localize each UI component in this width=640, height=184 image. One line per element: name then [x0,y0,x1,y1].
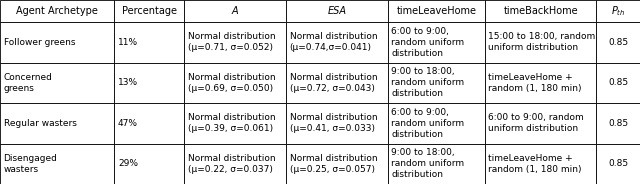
Text: 9:00 to 18:00,
random uniform
distribution: 9:00 to 18:00, random uniform distributi… [392,148,465,179]
Bar [184,144,286,184]
Text: ESA: ESA [328,6,346,16]
Text: 0.85: 0.85 [608,119,628,128]
Bar [0,63,115,103]
Bar [115,63,184,103]
Text: 6:00 to 9:00, random
uniform distribution: 6:00 to 9:00, random uniform distributio… [488,113,584,133]
Bar [184,22,286,63]
Bar [0,22,115,63]
Text: timeLeaveHome +
random (1, 180 min): timeLeaveHome + random (1, 180 min) [488,154,582,174]
Bar [0,103,115,144]
Bar [286,0,388,22]
Bar [286,103,388,144]
Bar [115,22,184,63]
Text: 29%: 29% [118,159,138,168]
Text: 6:00 to 9:00,
random uniform
distribution: 6:00 to 9:00, random uniform distributio… [392,27,465,58]
Text: timeBackHome: timeBackHome [503,6,578,16]
Bar [388,22,485,63]
Text: Normal distribution
(μ=0.22, σ=0.037): Normal distribution (μ=0.22, σ=0.037) [188,154,275,174]
Bar [596,22,640,63]
Text: Follower greens: Follower greens [3,38,75,47]
Text: Regular wasters: Regular wasters [3,119,76,128]
Text: Normal distribution
(μ=0.72, σ=0.043): Normal distribution (μ=0.72, σ=0.043) [289,73,377,93]
Bar [184,63,286,103]
Bar [388,63,485,103]
Bar [485,144,596,184]
Text: $P_{th}$: $P_{th}$ [611,4,625,18]
Text: 15:00 to 18:00, random
uniform distribution: 15:00 to 18:00, random uniform distribut… [488,32,596,52]
Text: Agent Archetype: Agent Archetype [16,6,98,16]
Bar [388,0,485,22]
Bar [596,63,640,103]
Bar [0,144,115,184]
Text: A: A [232,6,239,16]
Text: 0.85: 0.85 [608,38,628,47]
Bar [184,0,286,22]
Text: Normal distribution
(μ=0.74,σ=0.041): Normal distribution (μ=0.74,σ=0.041) [289,32,377,52]
Bar [485,63,596,103]
Text: 9:00 to 18:00,
random uniform
distribution: 9:00 to 18:00, random uniform distributi… [392,67,465,98]
Text: 0.85: 0.85 [608,78,628,87]
Bar [286,22,388,63]
Text: 6:00 to 9:00,
random uniform
distribution: 6:00 to 9:00, random uniform distributio… [392,108,465,139]
Text: timeLeaveHome: timeLeaveHome [396,6,476,16]
Bar [485,0,596,22]
Bar [388,103,485,144]
Text: Normal distribution
(μ=0.39, σ=0.061): Normal distribution (μ=0.39, σ=0.061) [188,113,275,133]
Bar [0,0,115,22]
Text: Normal distribution
(μ=0.41, σ=0.033): Normal distribution (μ=0.41, σ=0.033) [289,113,377,133]
Bar [286,144,388,184]
Bar [115,144,184,184]
Bar [485,103,596,144]
Bar [115,103,184,144]
Text: 13%: 13% [118,78,138,87]
Bar [115,0,184,22]
Text: Disengaged
wasters: Disengaged wasters [3,154,58,174]
Text: 0.85: 0.85 [608,159,628,168]
Text: 47%: 47% [118,119,138,128]
Bar [596,103,640,144]
Text: Percentage: Percentage [122,6,177,16]
Bar [286,63,388,103]
Text: Concerned
greens: Concerned greens [3,73,52,93]
Text: 11%: 11% [118,38,138,47]
Bar [184,103,286,144]
Text: Normal distribution
(μ=0.71, σ=0.052): Normal distribution (μ=0.71, σ=0.052) [188,32,275,52]
Bar [485,22,596,63]
Text: Normal distribution
(μ=0.69, σ=0.050): Normal distribution (μ=0.69, σ=0.050) [188,73,275,93]
Bar [388,144,485,184]
Bar [596,144,640,184]
Bar [596,0,640,22]
Text: Normal distribution
(μ=0.25, σ=0.057): Normal distribution (μ=0.25, σ=0.057) [289,154,377,174]
Text: timeLeaveHome +
random (1, 180 min): timeLeaveHome + random (1, 180 min) [488,73,582,93]
